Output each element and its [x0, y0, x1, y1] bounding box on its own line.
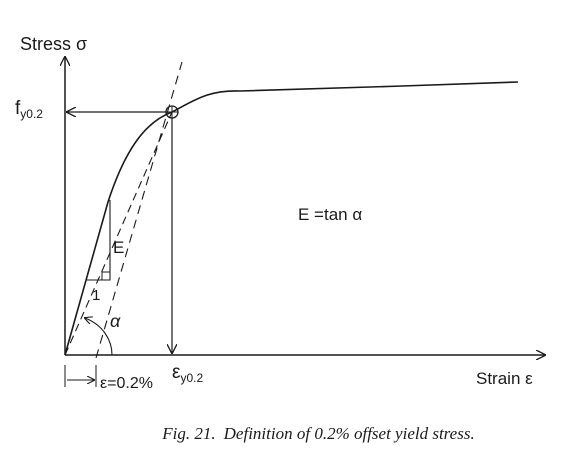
- x-axis-label: Strain ε: [476, 369, 533, 388]
- yield-stress-label: fy0.2: [15, 98, 43, 121]
- y-axis-label: Stress σ: [20, 34, 87, 54]
- angle-label: α: [110, 311, 121, 331]
- figure-caption: Fig. 21. Definition of 0.2% offset yield …: [0, 424, 575, 444]
- secant-dashed-line: [64, 111, 173, 356]
- offset-dashed-line: [95, 61, 183, 359]
- caption-number: Fig. 21.: [162, 424, 216, 443]
- angle-alpha-arc: [85, 318, 113, 356]
- offset-label: ε=0.2%: [100, 375, 153, 392]
- stress-strain-diagram: Stress σ Strain ε fy0.2 εy0.2 ε=0.2% E =…: [15, 34, 575, 392]
- stress-strain-curve: [64, 81, 519, 356]
- slope-rise-label: E: [113, 238, 124, 257]
- modulus-formula: E =tan α: [298, 205, 362, 224]
- right-angle-mark: [101, 271, 111, 281]
- caption-text: Definition of 0.2% offset yield stress.: [223, 424, 475, 443]
- yield-strain-label: εy0.2: [172, 362, 203, 385]
- slope-run-label: 1: [92, 287, 100, 304]
